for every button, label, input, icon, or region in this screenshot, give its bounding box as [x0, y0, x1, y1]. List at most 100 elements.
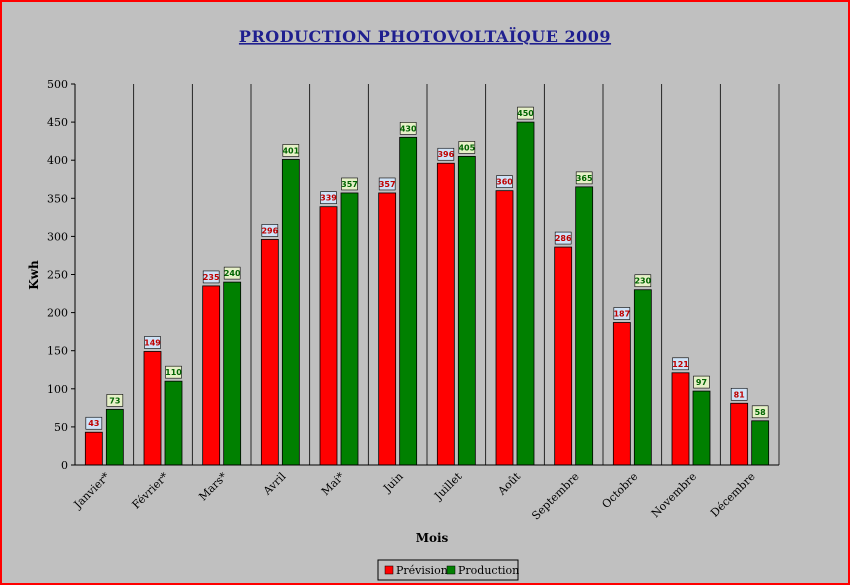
bar-production — [633, 289, 652, 466]
data-label-box — [320, 191, 337, 204]
data-label: 230 — [634, 277, 651, 286]
data-label: 430 — [400, 124, 417, 133]
bar-prevision — [436, 162, 455, 466]
x-tick-label: Mai* — [319, 470, 348, 499]
y-tick-label: 500 — [47, 78, 68, 91]
data-label-box — [144, 336, 161, 349]
x-tick-label: Mars* — [196, 470, 230, 504]
x-tick-label: Août — [495, 470, 524, 499]
data-label-box — [634, 274, 652, 288]
data-label: 187 — [613, 310, 630, 319]
x-tick-label: Décembre — [708, 470, 758, 520]
bar-production — [751, 420, 770, 466]
y-axis-ticks: 0 50 100 150 200 250 300 350 400 450 500 — [47, 78, 75, 472]
data-label-box — [223, 266, 241, 280]
data-label-box — [496, 175, 513, 188]
y-tick-label: 350 — [47, 192, 68, 205]
bar-prevision — [260, 239, 279, 466]
x-tick-label: Janvier* — [71, 470, 113, 512]
legend-swatch-production — [446, 565, 456, 575]
data-label: 81 — [734, 390, 746, 399]
data-label: 286 — [555, 234, 572, 243]
data-label-box — [282, 144, 300, 157]
data-label-box — [202, 270, 220, 284]
legend: Prévision Production — [377, 559, 519, 581]
bar-production — [223, 281, 242, 466]
data-label: 58 — [755, 408, 767, 417]
bar-prevision — [84, 431, 103, 466]
data-label-box — [261, 224, 279, 237]
data-label-box — [693, 375, 710, 389]
x-tick-label: Novembre — [649, 470, 699, 520]
data-label-box — [399, 122, 417, 135]
data-label: 365 — [576, 174, 593, 183]
bar-prevision — [730, 402, 749, 466]
data-label: 360 — [496, 178, 513, 187]
data-label-box — [613, 307, 631, 320]
data-label-box — [517, 106, 534, 120]
bar-production — [164, 380, 183, 466]
data-label-box — [730, 387, 748, 401]
x-tick-label: Juin — [380, 470, 406, 496]
data-labels: 43 73 149 110 235 240 296 401 339 357 357 430 396 405… — [85, 106, 769, 430]
y-tick-label: 400 — [47, 154, 68, 167]
bar-prevision — [202, 285, 221, 466]
data-label: 97 — [696, 378, 707, 387]
x-axis-label: Mois — [416, 531, 449, 545]
bar-prevision — [612, 322, 631, 466]
y-tick-label: 450 — [47, 116, 68, 129]
legend-label-production: Production — [458, 564, 519, 577]
x-tick-label: Avril — [260, 470, 289, 499]
data-label-box — [165, 365, 182, 379]
x-tick-label: Février* — [130, 470, 172, 512]
y-axis-label: Kwh — [27, 260, 41, 290]
bar-production — [399, 136, 418, 466]
bar-prevision — [554, 246, 573, 466]
y-tick-label: 300 — [47, 230, 68, 243]
data-label-box — [458, 141, 476, 154]
data-label: 73 — [109, 396, 120, 405]
data-label-box — [437, 147, 455, 161]
data-label: 357 — [341, 180, 358, 189]
grid-lines — [133, 84, 780, 465]
y-tick-label: 150 — [47, 345, 68, 358]
data-label: 339 — [320, 194, 337, 203]
data-label: 121 — [672, 360, 689, 369]
bar-production — [575, 186, 594, 466]
bar-prevision — [319, 206, 338, 466]
x-tick-label: Juillet — [431, 470, 465, 504]
y-tick-label: 200 — [47, 307, 68, 320]
x-tick-label: Septembre — [529, 470, 582, 523]
data-label: 450 — [517, 109, 534, 118]
data-label: 357 — [379, 180, 396, 189]
data-label-box — [378, 177, 396, 191]
bar-production — [105, 408, 124, 466]
y-tick-label: 250 — [47, 269, 68, 282]
data-label-box — [341, 177, 358, 191]
data-label: 396 — [437, 150, 454, 159]
data-label-box — [575, 171, 593, 185]
y-tick-label: 0 — [61, 459, 68, 472]
bar-production — [340, 192, 359, 466]
data-label: 401 — [282, 146, 299, 155]
data-label-box — [85, 416, 103, 430]
bar-production — [692, 390, 711, 466]
legend-label-prevision: Prévision — [396, 564, 448, 577]
data-label-box — [106, 394, 124, 407]
data-label: 149 — [144, 338, 161, 347]
legend-swatch-prevision — [384, 565, 394, 575]
chart-title: PRODUCTION PHOTOVOLTAÏQUE 2009 — [239, 26, 611, 46]
data-label-box — [751, 405, 769, 419]
data-label: 43 — [88, 419, 99, 428]
bar-production — [457, 155, 476, 466]
data-label-box — [554, 231, 572, 245]
y-tick-label: 100 — [47, 383, 68, 396]
bar-production — [516, 121, 535, 466]
data-label: 110 — [165, 368, 182, 377]
data-label: 405 — [458, 143, 475, 152]
bar-prevision — [143, 351, 162, 466]
bar-prevision — [495, 190, 514, 466]
bars — [84, 121, 770, 466]
bar-prevision — [671, 372, 690, 466]
